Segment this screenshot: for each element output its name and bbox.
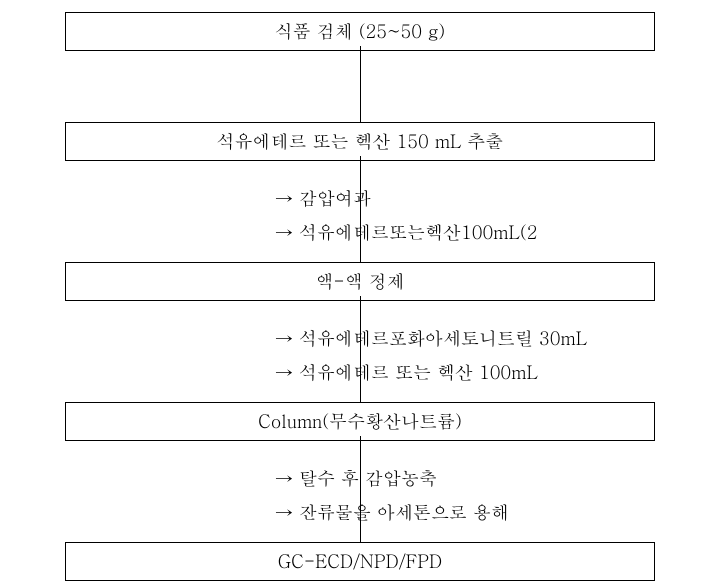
- annotation-line: → 석유에테르 또는 헥산 100mL: [275, 356, 587, 390]
- connector-line: [360, 46, 361, 122]
- box-step-5: GC-ECD/NPD/FPD: [65, 542, 655, 581]
- annotation-group-1: → 감압여과 → 석유에테르또는헥산100mL(2: [275, 182, 537, 250]
- annotation-line: → 석유에테르포화아세토니트릴 30mL: [275, 322, 587, 356]
- box-label: 석유에테르 또는 헥산 150 mL 추출: [217, 129, 504, 154]
- annotation-group-3: → 탈수 후 감압농축 → 잔류물을 아세톤으로 용해: [275, 462, 509, 530]
- annotation-line: → 잔류물을 아세톤으로 용해: [275, 496, 509, 530]
- box-label: Column(무수황산나트륨): [258, 409, 462, 434]
- box-label: 액-액 정제: [315, 269, 404, 294]
- annotation-line: → 감압여과: [275, 182, 537, 216]
- box-label: 식품 검체 (25~50 g): [275, 19, 445, 44]
- annotation-group-2: → 석유에테르포화아세토니트릴 30mL → 석유에테르 또는 헥산 100mL: [275, 322, 587, 390]
- box-label: GC-ECD/NPD/FPD: [278, 549, 442, 574]
- annotation-line: → 탈수 후 감압농축: [275, 462, 509, 496]
- annotation-line: → 석유에테르또는헥산100mL(2: [275, 216, 537, 250]
